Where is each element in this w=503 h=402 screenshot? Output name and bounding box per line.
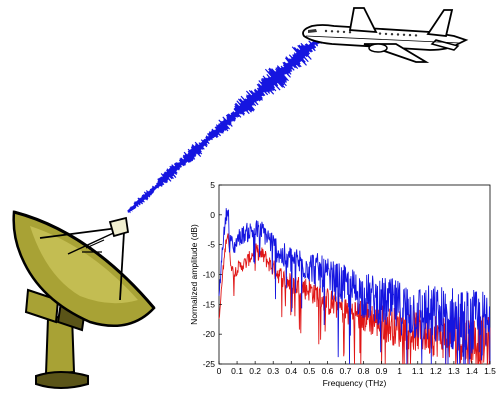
- blue-series-line: [218, 208, 491, 365]
- x-tick-label: 1.2: [430, 366, 442, 376]
- y-tick-label: -20: [203, 329, 216, 339]
- x-tick-label: 0.8: [358, 366, 370, 376]
- x-tick-label: 1.1: [412, 366, 424, 376]
- y-tick-label: -10: [203, 270, 216, 280]
- x-axis-title: Frequency (THz): [323, 378, 387, 388]
- x-tick-label: 0.7: [340, 366, 352, 376]
- signal-waveform: [127, 28, 330, 214]
- red-series-line: [218, 233, 491, 366]
- x-tick-label: 0.6: [321, 366, 333, 376]
- x-tick-label: 1.5: [484, 366, 496, 376]
- x-tick-label: 1: [397, 366, 402, 376]
- x-tick-label: 0.4: [285, 366, 297, 376]
- x-tick-label: 0.9: [376, 366, 388, 376]
- x-tick-label: 0: [217, 366, 222, 376]
- airplane-icon: [302, 7, 469, 63]
- y-tick-label: 5: [210, 180, 215, 190]
- x-tick-label: 1.3: [448, 366, 460, 376]
- satellite-dish-icon: [12, 210, 156, 389]
- spectrum-chart: 0 0.1 0.2 0.3 0.4 0.5 0.6 0.7 0.8 0.9 1 1.1 1.2 1.3 1.…: [189, 180, 496, 388]
- x-tick-label: 0.5: [303, 366, 315, 376]
- series-blue: [218, 208, 491, 365]
- x-axis-ticks: 0 0.1 0.2 0.3 0.4 0.5 0.6 0.7 0.8 0.9 1 1.1 1.2 1.3 1.…: [217, 361, 496, 376]
- x-tick-label: 0.2: [249, 366, 261, 376]
- y-tick-label: 0: [210, 210, 215, 220]
- y-tick-label: -15: [203, 299, 216, 309]
- series-red: [218, 233, 491, 366]
- x-tick-label: 0.3: [267, 366, 279, 376]
- x-tick-label: 1.4: [466, 366, 478, 376]
- y-axis-ticks: 5 0 -5 -10 -15 -20 -25: [203, 180, 222, 369]
- y-axis-title: Normalized amplitude (dB): [189, 224, 199, 325]
- y-tick-label: -25: [203, 359, 216, 369]
- x-tick-label: 0.1: [231, 366, 243, 376]
- y-tick-label: -5: [207, 240, 215, 250]
